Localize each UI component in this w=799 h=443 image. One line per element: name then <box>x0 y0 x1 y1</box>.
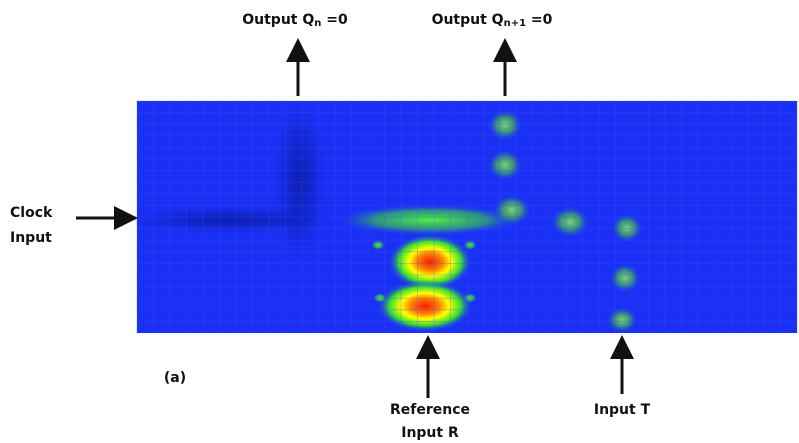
reference-label: Input R <box>401 425 459 441</box>
reference-label: Reference <box>390 402 470 418</box>
output-qn-label: Output Qn =0 <box>242 12 348 29</box>
field-map <box>130 100 797 333</box>
output-qn1-label: Output Qn+1 =0 <box>432 12 553 29</box>
figure: Output Qn =0 Output Qn+1 =0 Clock Input … <box>0 0 799 443</box>
clock-label: Clock <box>10 205 53 221</box>
input-t-label: Input T <box>594 402 651 418</box>
panel-label: (a) <box>164 370 186 386</box>
clock-label: Input <box>10 230 52 246</box>
